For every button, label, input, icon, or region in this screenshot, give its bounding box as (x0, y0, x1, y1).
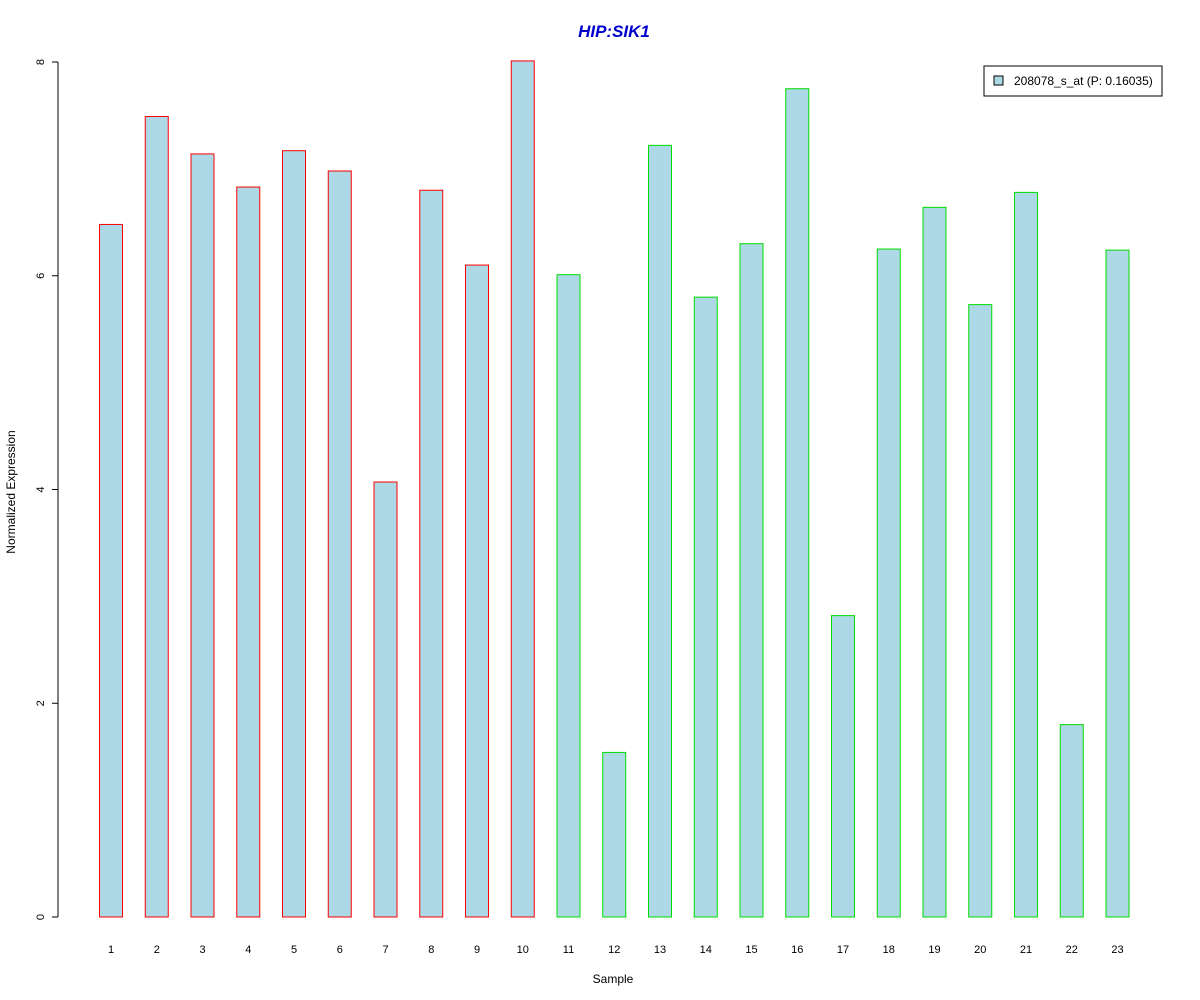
x-tick-label: 19 (928, 944, 940, 956)
x-tick-label: 6 (337, 944, 343, 956)
x-tick-label: 23 (1111, 944, 1123, 956)
bar-sample-20 (968, 304, 993, 918)
bar-sample-12 (602, 751, 627, 918)
bar-sample-17 (831, 615, 855, 918)
bar-sample-11 (556, 274, 581, 918)
bar-sample-6 (327, 170, 352, 918)
x-tick-label: 12 (608, 944, 620, 956)
y-tick-label: 0 (35, 914, 47, 920)
y-axis: 0 2 4 6 8 (35, 59, 59, 920)
bar-sample-3 (190, 153, 215, 918)
x-tick-label: 15 (745, 944, 757, 956)
legend: 208078_s_at (P: 0.16035) (983, 65, 1163, 97)
bar-sample-13 (648, 144, 672, 918)
x-tick-label: 14 (700, 944, 712, 956)
x-tick-label: 13 (654, 944, 666, 956)
bar-sample-22 (1059, 724, 1084, 918)
x-tick-label: 2 (154, 944, 160, 956)
x-tick-labels: 1 2 3 4 5 6 7 8 9 10 11 12 13 14 15 16 17 18 19 20 21 22 23 (108, 944, 1124, 956)
y-tick-label: 2 (35, 700, 47, 706)
bar-sample-9 (465, 264, 489, 918)
bars (99, 60, 1130, 918)
bar-sample-16 (785, 88, 810, 918)
x-tick-label: 1 (108, 944, 114, 956)
bar-sample-23 (1105, 249, 1130, 918)
x-tick-label: 16 (791, 944, 803, 956)
x-tick-label: 11 (563, 944, 574, 956)
bar-sample-4 (236, 186, 261, 918)
legend-box (983, 65, 1163, 97)
y-tick-label: 4 (35, 486, 47, 492)
bar-sample-10 (510, 60, 535, 918)
bar-sample-19 (922, 206, 947, 918)
bar-sample-1 (99, 223, 123, 918)
x-tick-label: 7 (382, 944, 388, 956)
bar-sample-21 (1014, 191, 1038, 918)
x-tick-label: 5 (291, 944, 297, 956)
x-tick-label: 17 (837, 944, 849, 956)
x-tick-label: 18 (883, 944, 895, 956)
x-tick-label: 21 (1020, 944, 1032, 956)
legend-label: 208078_s_at (P: 0.16035) (1014, 74, 1153, 88)
y-axis-label: Normalized Expression (4, 430, 18, 553)
bar-sample-8 (419, 189, 444, 918)
x-tick-label: 20 (974, 944, 986, 956)
x-tick-label: 3 (199, 944, 205, 956)
bar-sample-14 (693, 296, 718, 918)
x-tick-label: 8 (428, 944, 434, 956)
y-tick-label: 8 (35, 59, 47, 65)
x-tick-label: 22 (1066, 944, 1078, 956)
bar-sample-5 (282, 150, 306, 918)
bar-sample-7 (373, 481, 398, 918)
x-tick-label: 9 (474, 944, 480, 956)
bar-sample-15 (739, 243, 764, 918)
x-tick-label: 10 (517, 944, 529, 956)
bar-sample-18 (876, 248, 901, 918)
chart-title: HIP:SIK1 (578, 22, 650, 41)
bar-sample-2 (144, 116, 169, 918)
y-tick-label: 6 (35, 273, 47, 279)
x-tick-label: 4 (245, 944, 251, 956)
x-axis-label: Sample (593, 972, 634, 986)
legend-swatch (993, 75, 1004, 86)
